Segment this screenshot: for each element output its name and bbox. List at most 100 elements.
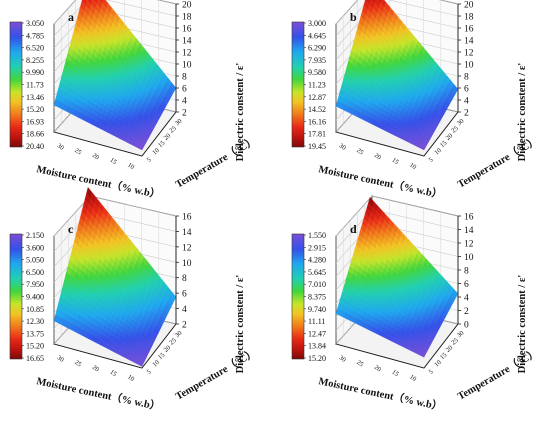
y-tick-label: 20 [163,132,172,142]
colorbar-tick-label: 4.785 [26,31,44,40]
y-tick-label: 10 [433,147,442,157]
z-tick-label: 10 [182,259,192,269]
x-tick-label: 10 [408,374,417,383]
z-tick-label: 6 [182,85,187,95]
chart-panel-d: 0246810121416302520151051015202530Moistu… [291,194,540,413]
grid-line [53,0,177,25]
y-tick-label: 25 [168,125,177,135]
z-tick-label: 12 [182,49,192,59]
chart-panel-b: 2468101214161820302520151051015202530Moi… [291,0,540,201]
y-tick-label: 30 [456,330,465,340]
x-tick-label: 20 [91,152,100,161]
z-axis-title: Dielectric constent / ε' [235,275,246,374]
x-tick-label: 25 [73,147,82,156]
colorbar-tick-label: 3.000 [308,19,326,28]
panel-letter: d [350,222,357,236]
front-axis-edges [53,111,177,157]
colorbar-tick-label: 5.050 [26,256,44,265]
colorbar-tick-label: 12.47 [308,329,326,338]
z-axis-title: Dielectric constent / ε' [235,63,246,162]
colorbar-tick-label: 16.93 [26,117,44,126]
colorbar [9,21,23,148]
grid-line [53,0,177,37]
y-tick-label: 20 [445,132,454,142]
colorbar-tick-label: 13.75 [26,329,44,338]
surface-plot [53,186,177,367]
y-tick-label: 25 [450,125,459,135]
z-tick-label: 20 [464,1,474,11]
x-tick-label: 30 [56,142,65,151]
colorbar-tick-label: 12.30 [26,317,44,326]
z-tick-label: 12 [464,240,474,250]
z-axis-title: Dielectric constent / ε' [517,63,528,162]
z-tick-label: 8 [464,73,469,83]
colorbar-tick-label: 9.400 [26,293,44,302]
chart-panel-a: 2468101214161820302520151051015202530Moi… [9,0,258,201]
surface-plot [335,0,459,151]
z-tick-label: 16 [182,213,192,223]
y-tick-label: 20 [163,344,172,354]
colorbar-tick-label: 15.20 [26,342,44,351]
z-tick-label: 12 [182,243,192,253]
z-tick-label: 10 [464,61,474,71]
x-tick-label: 20 [91,364,100,373]
colorbar-tick-label: 8.255 [26,56,44,65]
z-tick-label: 2 [182,321,187,331]
colorbar-tick-label: 9.580 [308,68,326,77]
x-axis-title: Moisture content（% w.b） [35,374,161,413]
y-tick-label: 15 [439,140,448,150]
y-tick-label: 5 [428,156,435,163]
grid-line [335,0,459,37]
surface-cell [137,144,144,151]
colorbar-tick-label: 20.40 [26,142,44,151]
z-tick-label: 14 [464,37,474,47]
colorbar-tick-label: 3.050 [26,19,44,28]
colorbar-tick-label: 7.950 [26,280,44,289]
chart-panel-c: 246810121416302520151051015202530Moistur… [9,186,258,413]
x-tick-label: 15 [108,369,117,378]
x-tick-label: 15 [390,157,399,166]
surface-cell [419,144,426,151]
colorbar-tick-label: 9.740 [308,305,326,314]
colorbar [9,233,23,360]
z-tick-label: 14 [182,228,192,238]
colorbar-tick-label: 3.600 [26,243,44,252]
grid-line [335,0,459,25]
z-tick-label: 4 [464,294,469,304]
colorbar-tick-label: 4.280 [308,256,326,265]
colorbar-tick-label: 19.45 [308,142,326,151]
colorbar-tick-label: 11.11 [308,317,325,326]
z-tick-label: 4 [182,305,187,315]
x-tick-label: 15 [390,369,399,378]
z-tick-label: 10 [464,253,474,263]
panel-letter: c [68,222,74,236]
x-tick-label: 10 [126,374,135,383]
colorbar-tick-label: 11.73 [26,81,44,90]
z-tick-label: 14 [182,37,192,47]
colorbar-tick-label: 2.915 [308,243,326,252]
z-tick-label: 6 [182,290,187,300]
surface-plot [53,0,177,151]
surface-cell [419,351,426,358]
y-tick-label: 15 [157,140,166,150]
colorbar-tick-label: 11.23 [308,81,326,90]
colorbar-tick-label: 18.66 [26,130,44,139]
colorbar-tick-label: 13.84 [308,342,326,351]
y-tick-label: 25 [450,337,459,347]
x-tick-label: 30 [338,354,347,363]
colorbar-tick-label: 4.645 [308,31,326,40]
colorbar-tick-label: 8.375 [308,293,326,302]
colorbar [291,21,305,148]
x-tick-label: 25 [355,359,364,368]
front-axis-edges [335,111,459,157]
z-tick-label: 18 [182,13,192,23]
colorbar-tick-label: 7.010 [308,280,326,289]
colorbar-tick-label: 6.290 [308,44,326,53]
x-tick-label: 20 [373,152,382,161]
x-tick-label: 20 [373,364,382,373]
colorbar-tick-label: 9.990 [26,68,44,77]
z-axis-title: Dielectric constent / ε' [517,275,528,374]
y-tick-label: 10 [433,359,442,369]
x-axis-title: Moisture content（% w.b） [35,162,161,201]
